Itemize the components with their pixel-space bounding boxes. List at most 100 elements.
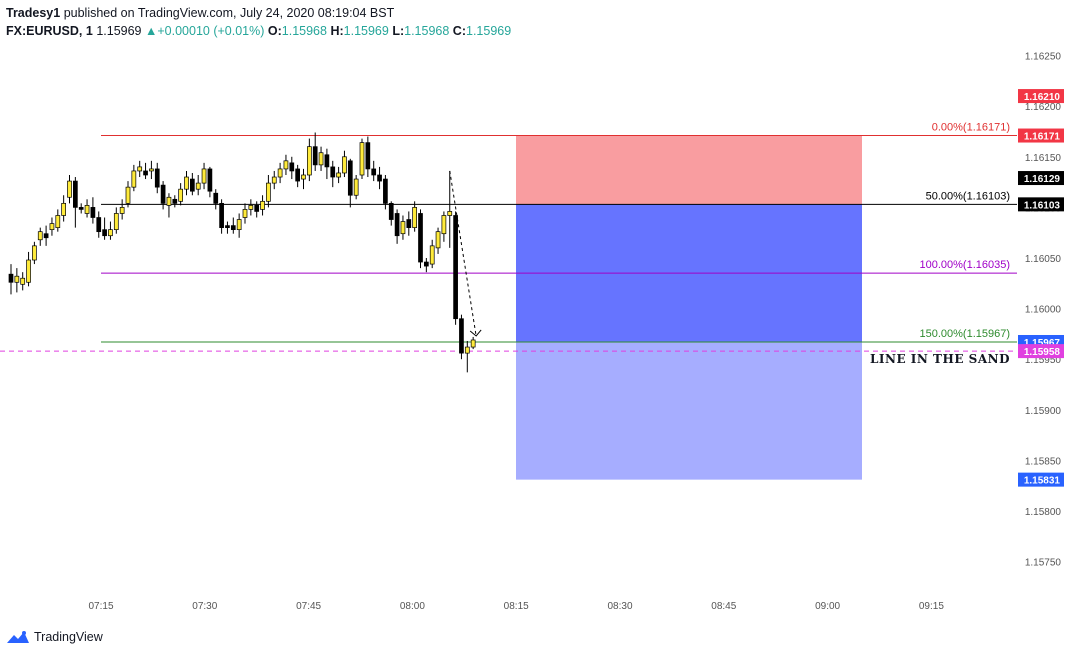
publish-info: published on TradingView.com, July 24, 2… <box>60 6 395 20</box>
candle <box>283 154 289 176</box>
projection-line <box>449 170 477 337</box>
candle-body <box>266 182 271 202</box>
candle <box>377 166 382 190</box>
candle <box>307 138 312 182</box>
price-tag-label: 1.16210 <box>1024 92 1061 103</box>
candle <box>365 136 371 178</box>
x-tick-label: 08:45 <box>711 601 736 612</box>
candle <box>72 177 78 228</box>
candle-body <box>137 166 143 172</box>
candle-body <box>424 261 429 267</box>
candle <box>312 132 318 171</box>
candle-body <box>72 180 78 208</box>
fib-level-label-3: 150.00%(1.15967) <box>919 328 1010 340</box>
x-tick-label: 08:00 <box>400 601 425 612</box>
candle <box>160 181 166 210</box>
x-tick-label: 08:30 <box>607 601 632 612</box>
candle-body <box>26 259 31 283</box>
high-value: 1.15969 <box>343 24 389 38</box>
candle <box>342 150 347 178</box>
candle-body <box>43 233 49 239</box>
candle <box>90 197 96 224</box>
candle-body <box>201 168 207 184</box>
candle <box>149 160 154 180</box>
candle <box>400 215 406 240</box>
candle <box>359 138 365 180</box>
candle-body <box>388 202 394 220</box>
price-tag <box>1018 171 1064 186</box>
change-value: +0.00010 (+0.01%) <box>157 24 265 38</box>
candle-body <box>295 168 300 182</box>
low-value: 1.15968 <box>404 24 450 38</box>
stop-loss-zone <box>516 135 862 205</box>
price-chart[interactable]: 0.00%(1.16171) 50.00%(1.16103) 100.00%(1.1… <box>0 0 1077 625</box>
x-tick-label: 07:45 <box>296 601 321 612</box>
open-label: O: <box>267 24 282 38</box>
candle-body <box>149 168 154 172</box>
candle <box>43 225 49 246</box>
candle-body <box>394 213 400 237</box>
candle <box>108 221 113 240</box>
candle <box>213 189 219 210</box>
open-value: 1.15968 <box>281 24 327 38</box>
candle <box>464 340 470 373</box>
tradingview-footer[interactable]: TradingView <box>6 627 103 647</box>
candle <box>447 170 453 248</box>
candle-body <box>324 154 330 168</box>
candle <box>248 199 254 216</box>
candle-body <box>353 178 359 196</box>
candle <box>330 160 336 188</box>
candle <box>470 336 476 350</box>
candle-body <box>412 207 417 228</box>
candle-body <box>301 174 306 180</box>
y-tick-label: 1.16000 <box>1025 305 1062 316</box>
price-tag <box>1018 128 1064 143</box>
candle-body <box>312 146 318 166</box>
candle <box>429 239 435 269</box>
candle <box>353 175 359 200</box>
candle-body <box>347 160 353 196</box>
candle <box>383 175 388 210</box>
price-tag-label: 1.15958 <box>1024 347 1061 358</box>
candle-body <box>400 221 406 235</box>
line-in-the-sand-label: LINE IN THE SAND <box>870 352 1010 366</box>
candle <box>225 221 230 234</box>
candle-body <box>283 160 289 170</box>
y-tick-label: 1.16050 <box>1025 254 1062 265</box>
candle-body <box>418 213 423 263</box>
price-tag <box>1018 89 1064 104</box>
symbol-label[interactable]: FX:EURUSD, 1 <box>6 24 93 38</box>
low-label: L: <box>392 24 405 38</box>
ohlc-legend: FX:EURUSD, 1 1.15969 ▲+0.00010 (+0.01%) … <box>6 22 511 40</box>
candle-body <box>90 207 96 218</box>
candle <box>14 268 20 293</box>
candle <box>195 175 201 196</box>
candle-body <box>184 176 189 190</box>
fib-level-label-1: 50.00%(1.16103) <box>926 190 1010 202</box>
candle <box>55 209 61 232</box>
candle-body <box>67 180 72 198</box>
candle <box>301 168 306 190</box>
candle <box>32 241 37 265</box>
candle <box>201 162 207 190</box>
candle-body <box>248 205 254 210</box>
candle-body <box>336 172 341 178</box>
candle-body <box>277 168 283 178</box>
candle <box>178 183 183 206</box>
y-tick-label: 1.15850 <box>1025 456 1062 467</box>
publisher-name[interactable]: Tradesy1 <box>6 6 61 20</box>
candle-body <box>435 231 441 249</box>
candle-body <box>102 229 107 237</box>
candle-body <box>289 162 295 172</box>
candle-body <box>131 170 137 188</box>
candle-body <box>441 215 447 235</box>
candle-body <box>190 178 195 192</box>
projection-arrow-icon <box>469 329 482 337</box>
tradingview-logo-icon <box>7 631 29 643</box>
candle <box>412 201 417 232</box>
x-tick-label: 07:15 <box>88 601 113 612</box>
candle <box>371 160 377 182</box>
candle <box>394 209 400 244</box>
candle-body <box>143 170 148 176</box>
candle-body <box>359 142 365 176</box>
